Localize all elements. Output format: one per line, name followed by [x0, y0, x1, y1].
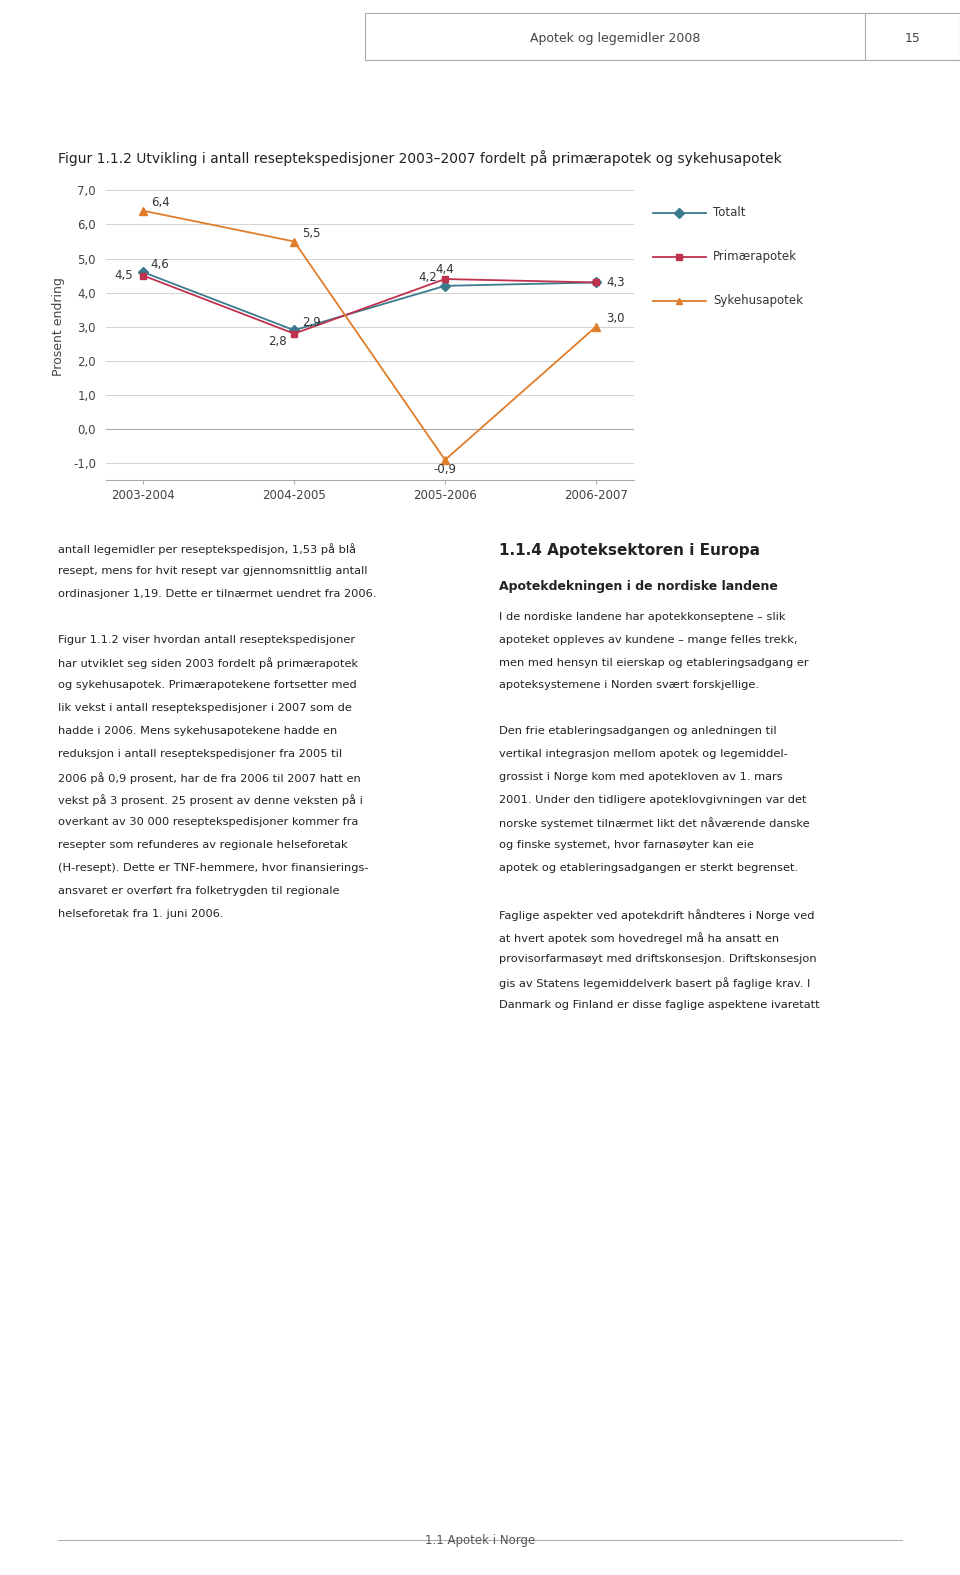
Text: apotek og etableringsadgangen er sterkt begrenset.: apotek og etableringsadgangen er sterkt … [499, 863, 799, 873]
Text: grossist i Norge kom med apotekloven av 1. mars: grossist i Norge kom med apotekloven av … [499, 772, 782, 781]
Text: 4,2: 4,2 [419, 271, 438, 284]
Text: har utviklet seg siden 2003 fordelt på primærapotek: har utviklet seg siden 2003 fordelt på p… [58, 658, 358, 669]
Text: -0,9: -0,9 [434, 463, 457, 476]
Text: gis av Statens legemiddelverk basert på faglige krav. I: gis av Statens legemiddelverk basert på … [499, 976, 810, 989]
Text: helseforetak fra 1. juni 2006.: helseforetak fra 1. juni 2006. [58, 909, 223, 918]
Text: og sykehusapotek. Primærapotekene fortsetter med: og sykehusapotek. Primærapotekene fortse… [58, 680, 356, 690]
Text: Danmark og Finland er disse faglige aspektene ivaretatt: Danmark og Finland er disse faglige aspe… [499, 1000, 820, 1010]
Text: 4,6: 4,6 [151, 257, 170, 271]
Text: hadde i 2006. Mens sykehusapotekene hadde en: hadde i 2006. Mens sykehusapotekene hadd… [58, 726, 337, 736]
Text: resepter som refunderes av regionale helseforetak: resepter som refunderes av regionale hel… [58, 841, 348, 851]
Text: vertikal integrasjon mellom apotek og legemiddel-: vertikal integrasjon mellom apotek og le… [499, 748, 788, 759]
Text: Apotekdekningen i de nordiske landene: Apotekdekningen i de nordiske landene [499, 580, 778, 592]
FancyBboxPatch shape [365, 13, 960, 60]
Text: 1.1.4 Apoteksektoren i Europa: 1.1.4 Apoteksektoren i Europa [499, 543, 760, 559]
Text: overkant av 30 000 reseptekspedisjoner kommer fra: overkant av 30 000 reseptekspedisjoner k… [58, 817, 358, 827]
Text: ordinasjoner 1,19. Dette er tilnærmet uendret fra 2006.: ordinasjoner 1,19. Dette er tilnærmet ue… [58, 589, 376, 598]
Y-axis label: Prosent endring: Prosent endring [52, 277, 64, 376]
Text: (H-resept). Dette er TNF-hemmere, hvor finansierings-: (H-resept). Dette er TNF-hemmere, hvor f… [58, 863, 368, 873]
Text: 2006 på 0,9 prosent, har de fra 2006 til 2007 hatt en: 2006 på 0,9 prosent, har de fra 2006 til… [58, 772, 360, 784]
Text: Faglige aspekter ved apotekdrift håndteres i Norge ved: Faglige aspekter ved apotekdrift håndter… [499, 909, 815, 921]
Text: norske systemet tilnærmet likt det nåværende danske: norske systemet tilnærmet likt det nåvær… [499, 817, 810, 830]
Text: 6,4: 6,4 [151, 195, 170, 209]
Text: 4,4: 4,4 [436, 263, 454, 276]
Text: at hvert apotek som hovedregel må ha ansatt en: at hvert apotek som hovedregel må ha ans… [499, 931, 780, 943]
Text: og finske systemet, hvor farnasøyter kan eie: og finske systemet, hvor farnasøyter kan… [499, 841, 754, 851]
Text: 2,9: 2,9 [301, 315, 321, 329]
Text: apoteket oppleves av kundene – mange felles trekk,: apoteket oppleves av kundene – mange fel… [499, 635, 798, 644]
Text: 1.1 Apotek i Norge: 1.1 Apotek i Norge [425, 1534, 535, 1547]
Text: Sykehusapotek: Sykehusapotek [713, 295, 804, 307]
Text: men med hensyn til eierskap og etableringsadgang er: men med hensyn til eierskap og etablerin… [499, 658, 809, 668]
Text: Apotek og legemidler 2008: Apotek og legemidler 2008 [530, 32, 700, 46]
Text: antall legemidler per reseptekspedisjon, 1,53 på blå: antall legemidler per reseptekspedisjon,… [58, 543, 355, 556]
Text: resept, mens for hvit resept var gjennomsnittlig antall: resept, mens for hvit resept var gjennom… [58, 565, 367, 576]
Text: 5,5: 5,5 [301, 227, 321, 239]
Text: reduksjon i antall reseptekspedisjoner fra 2005 til: reduksjon i antall reseptekspedisjoner f… [58, 750, 342, 759]
Text: Primærapotek: Primærapotek [713, 250, 798, 263]
Text: 4,5: 4,5 [114, 269, 132, 282]
Text: 4,3: 4,3 [607, 276, 625, 288]
Text: Totalt: Totalt [713, 206, 746, 219]
Text: I de nordiske landene har apotekkonseptene – slik: I de nordiske landene har apotekkonsepte… [499, 611, 785, 622]
Text: apoteksystemene i Norden svært forskjellige.: apoteksystemene i Norden svært forskjell… [499, 680, 759, 690]
Text: 2001. Under den tidligere apoteklovgivningen var det: 2001. Under den tidligere apoteklovgivni… [499, 794, 806, 805]
Text: vekst på 3 prosent. 25 prosent av denne veksten på i: vekst på 3 prosent. 25 prosent av denne … [58, 794, 363, 806]
Text: Figur 1.1.2 viser hvordan antall reseptekspedisjoner: Figur 1.1.2 viser hvordan antall resepte… [58, 635, 355, 644]
Text: ansvaret er overført fra folketrygden til regionale: ansvaret er overført fra folketrygden ti… [58, 885, 339, 896]
Text: provisorfarmasøyt med driftskonsesjon. Driftskonsesjon: provisorfarmasøyt med driftskonsesjon. D… [499, 954, 817, 964]
Text: lik vekst i antall reseptekspedisjoner i 2007 som de: lik vekst i antall reseptekspedisjoner i… [58, 702, 351, 713]
Text: Den frie etableringsadgangen og anledningen til: Den frie etableringsadgangen og anlednin… [499, 726, 777, 736]
Text: 2,8: 2,8 [268, 335, 287, 348]
Text: 15: 15 [904, 32, 921, 46]
Text: Figur 1.1.2 Utvikling i antall reseptekspedisjoner 2003–2007 fordelt på primærap: Figur 1.1.2 Utvikling i antall resepteks… [58, 150, 781, 165]
Text: 3,0: 3,0 [607, 312, 625, 324]
